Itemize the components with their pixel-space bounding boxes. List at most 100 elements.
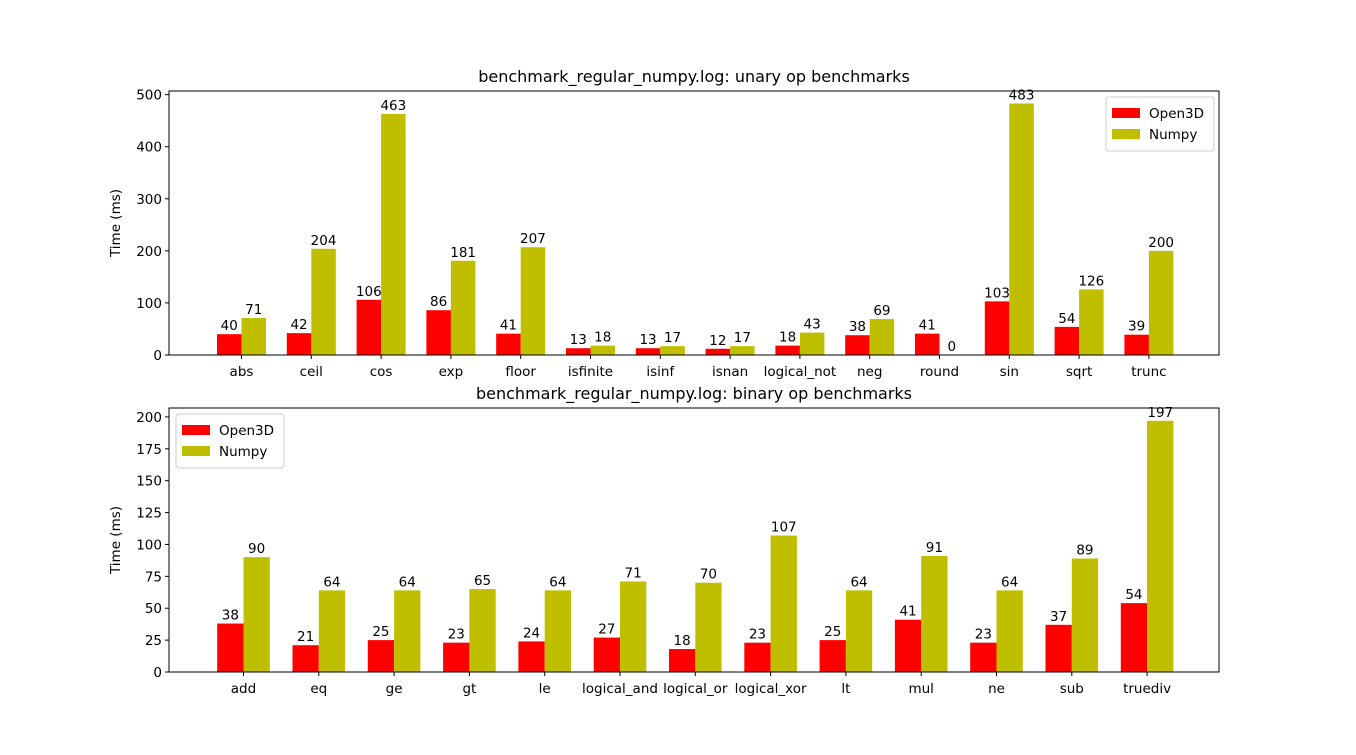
x-tick-label: floor <box>505 364 536 380</box>
chart-title: benchmark_regular_numpy.log: unary op be… <box>478 67 910 87</box>
plot-area-frame <box>168 407 1220 673</box>
y-tick-label: 500 <box>136 88 162 104</box>
data-label: 103 <box>984 285 1010 301</box>
data-label: 21 <box>297 629 314 645</box>
data-label: 23 <box>749 627 766 643</box>
x-tick-label: logical_or <box>663 681 728 697</box>
bar-numpy-exp <box>450 260 476 355</box>
bar-numpy-mul <box>921 555 948 672</box>
legend-swatch-open3d <box>1112 108 1140 118</box>
bar-numpy-cos <box>381 113 406 355</box>
data-label: 207 <box>520 231 546 247</box>
bar-open3d-logical-and <box>593 637 620 672</box>
x-tick-label: logical_xor <box>735 681 807 697</box>
legend-swatch-numpy <box>182 446 210 456</box>
x-tick-label: round <box>920 364 959 380</box>
data-label: 106 <box>356 284 382 300</box>
data-label: 70 <box>700 567 717 583</box>
legend-swatch-numpy <box>1112 129 1140 139</box>
bar-numpy-logical-and <box>620 581 647 672</box>
data-label: 90 <box>248 541 265 557</box>
y-tick-label: 175 <box>136 442 162 458</box>
bar-open3d-ceil <box>286 333 312 355</box>
legend-swatch-open3d <box>182 425 210 435</box>
chart-title: benchmark_regular_numpy.log: binary op b… <box>476 384 912 404</box>
data-label: 204 <box>311 233 337 249</box>
x-tick-label: ceil <box>300 364 323 380</box>
bar-open3d-floor <box>496 333 521 355</box>
data-label: 42 <box>290 317 307 333</box>
bar-numpy-le <box>544 590 571 672</box>
bar-open3d-sub <box>1045 624 1072 672</box>
bar-open3d-logical-xor <box>744 642 771 672</box>
data-label: 69 <box>873 303 890 319</box>
data-label: 71 <box>245 302 262 318</box>
bar-open3d-ge <box>367 640 395 672</box>
bar-open3d-gt <box>443 642 470 672</box>
y-tick-label: 125 <box>136 506 162 522</box>
x-tick-label: isnan <box>712 364 748 380</box>
data-label: 71 <box>625 565 642 581</box>
bar-numpy-sub <box>1071 558 1099 672</box>
data-label: 64 <box>850 574 867 590</box>
x-tick-label: ne <box>988 681 1005 697</box>
data-label: 17 <box>664 330 681 346</box>
bar-numpy-isinf <box>660 346 685 355</box>
bar-numpy-add <box>243 557 270 672</box>
data-label: 23 <box>448 627 465 643</box>
bar-open3d-add <box>217 623 244 672</box>
y-tick-label: 100 <box>136 296 162 312</box>
bar-numpy-trunc <box>1148 250 1174 355</box>
data-label: 38 <box>849 319 866 335</box>
bar-open3d-sin <box>984 301 1010 355</box>
data-label: 25 <box>372 624 389 640</box>
data-label: 43 <box>804 317 821 333</box>
x-tick-label: isfinite <box>568 364 613 380</box>
data-label: 17 <box>734 330 751 346</box>
data-label: 107 <box>771 520 797 536</box>
bar-numpy-ge <box>394 590 421 672</box>
data-label: 23 <box>975 627 992 643</box>
y-tick-label: 200 <box>136 244 162 260</box>
y-tick-label: 150 <box>136 474 162 490</box>
data-label: 64 <box>1001 574 1018 590</box>
y-tick-label: 25 <box>145 633 162 649</box>
data-label: 38 <box>222 608 239 624</box>
y-tick-label: 75 <box>145 569 162 585</box>
data-label: 39 <box>1128 319 1145 335</box>
bar-open3d-abs <box>217 334 242 355</box>
bar-numpy-abs <box>241 318 266 355</box>
plot-area-frame <box>168 90 1220 356</box>
bar-open3d-trunc <box>1124 334 1149 355</box>
data-label: 200 <box>1148 235 1174 251</box>
bar-open3d-neg <box>845 335 870 355</box>
x-tick-label: exp <box>439 364 464 380</box>
legend-label-numpy: Numpy <box>219 444 267 460</box>
y-tick-label: 0 <box>153 348 162 364</box>
data-label: 12 <box>709 333 726 349</box>
bar-numpy-logical-xor <box>770 535 797 672</box>
bar-numpy-logical-not <box>799 332 825 355</box>
bar-numpy-eq <box>318 590 346 672</box>
bar-numpy-isnan <box>730 346 755 355</box>
data-label: 18 <box>779 330 796 346</box>
data-label: 64 <box>399 574 416 590</box>
bar-open3d-sqrt <box>1054 326 1080 355</box>
x-tick-label: gt <box>462 681 476 697</box>
x-tick-label: logical_not <box>764 364 837 380</box>
bar-numpy-ceil <box>311 248 336 355</box>
data-label: 0 <box>947 339 956 355</box>
bar-open3d-round <box>915 333 940 355</box>
y-axis-label: Time (ms) <box>108 506 124 575</box>
bar-open3d-logical-or <box>669 649 696 672</box>
data-label: 64 <box>549 574 566 590</box>
x-tick-label: mul <box>908 681 933 697</box>
x-tick-label: sin <box>1000 364 1019 380</box>
legend-label-numpy: Numpy <box>1149 127 1197 143</box>
data-label: 37 <box>1050 609 1067 625</box>
bar-numpy-lt <box>845 590 873 672</box>
data-label: 18 <box>674 633 691 649</box>
bar-open3d-le <box>518 641 545 672</box>
bar-numpy-gt <box>469 589 496 672</box>
